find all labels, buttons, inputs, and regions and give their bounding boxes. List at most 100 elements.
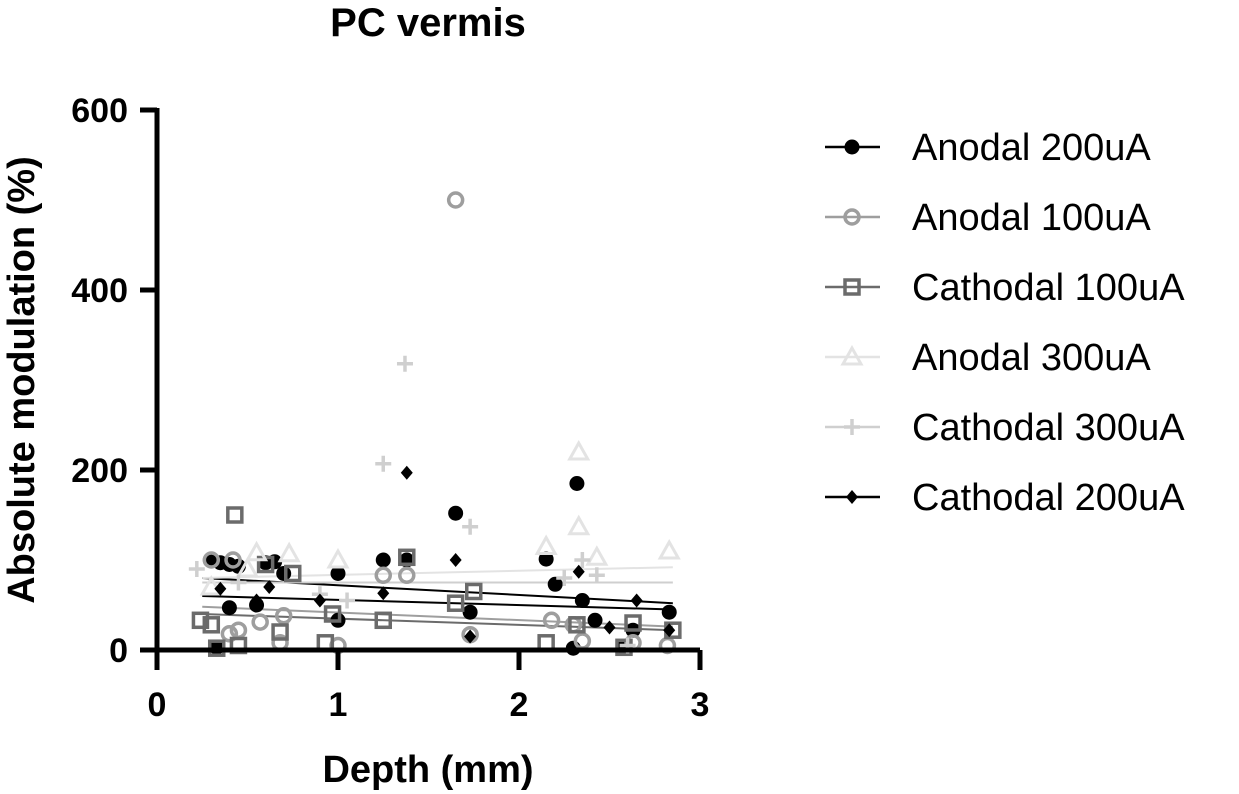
- data-point-series-2: [224, 551, 242, 569]
- data-point-series-6: [464, 629, 477, 644]
- x-axis-label: Depth (mm): [322, 749, 533, 791]
- chart-title: PC vermis: [330, 1, 526, 45]
- y-tick-label: 0: [109, 632, 128, 670]
- legend-label: Anodal 300uA: [912, 337, 1151, 379]
- data-point-series-3: [271, 623, 289, 641]
- data-point-series-1: [462, 604, 478, 620]
- legend-marker: [843, 208, 861, 226]
- x-tick-label: 1: [329, 686, 348, 724]
- legend-item-6: Cathodal 200uA: [825, 477, 1185, 519]
- data-point-series-4: [657, 538, 681, 560]
- data-point-series-4: [534, 534, 558, 555]
- data-point-series-2: [398, 566, 416, 585]
- legend-marker: [843, 278, 861, 296]
- data-point-series-2: [220, 625, 239, 643]
- data-point-series-6: [263, 580, 276, 594]
- legend-label: Anodal 200uA: [912, 127, 1151, 169]
- data-point-series-3: [202, 616, 221, 634]
- x-tick-label: 0: [148, 686, 167, 724]
- y-axis-label: Absolute modulation (%): [1, 156, 43, 604]
- data-point-series-3: [191, 611, 210, 630]
- legend-item-2: Anodal 100uA: [825, 197, 1151, 239]
- data-point-series-4: [199, 574, 223, 596]
- data-point-series-3: [624, 614, 642, 632]
- data-point-series-3: [226, 506, 244, 524]
- legend-label: Cathodal 200uA: [912, 477, 1185, 519]
- data-point-series-1: [574, 593, 590, 608]
- data-point-series-6: [377, 586, 390, 601]
- data-point-series-2: [274, 607, 293, 625]
- data-point-series-3: [323, 605, 342, 623]
- trend-line-series-6: [202, 595, 673, 611]
- y-tick-label: 200: [71, 452, 128, 490]
- data-point-series-2: [374, 566, 392, 585]
- data-point-series-3: [446, 594, 465, 612]
- axes: [154, 108, 700, 653]
- x-tick-label: 2: [510, 686, 529, 724]
- data-point-series-5: [396, 355, 413, 372]
- data-point-series-6: [449, 553, 462, 567]
- data-point-series-6: [214, 581, 227, 596]
- data-point-series-4: [567, 514, 591, 536]
- data-point-series-4: [585, 545, 609, 566]
- legend-item-4: Anodal 300uA: [825, 337, 1151, 379]
- data-point-series-1: [538, 551, 554, 567]
- data-point-series-3: [398, 548, 416, 567]
- legend-item-1: Anodal 200uA: [825, 127, 1151, 169]
- data-point-series-5: [556, 570, 573, 586]
- data-point-series-1: [330, 566, 346, 581]
- data-point-series-4: [244, 540, 269, 562]
- data-point-series-2: [202, 551, 221, 569]
- data-point-series-6: [250, 593, 263, 608]
- data-point-series-3: [465, 582, 483, 601]
- data-point-series-4: [235, 556, 260, 578]
- data-point-series-6: [313, 593, 326, 608]
- legend-item-5: Cathodal 300uA: [825, 407, 1185, 449]
- data-point-series-1: [547, 576, 563, 592]
- data-point-series-4: [326, 547, 350, 569]
- data-point-series-3: [284, 564, 302, 583]
- data-point-series-2: [542, 611, 561, 630]
- legend-marker: [846, 490, 858, 504]
- data-point-series-5: [230, 574, 247, 591]
- data-point-series-1: [375, 552, 391, 568]
- x-tick-label: 3: [691, 686, 710, 724]
- data-point-series-5: [588, 567, 605, 584]
- y-tick-label: 400: [71, 272, 128, 310]
- data-point-series-5: [574, 552, 591, 568]
- legend-item-3: Cathodal 100uA: [825, 267, 1185, 309]
- data-point-series-2: [251, 613, 269, 631]
- data-point-series-3: [568, 616, 586, 634]
- data-point-series-3: [374, 611, 392, 630]
- data-point-series-2: [446, 191, 465, 209]
- data-point-series-5: [188, 561, 205, 577]
- ticks: 0 200 400 600 0 1 2 3: [71, 92, 709, 724]
- legend-label: Anodal 100uA: [912, 197, 1151, 239]
- data-point-series-6: [572, 564, 585, 579]
- data-point-series-5: [339, 592, 356, 609]
- data-point-series-2: [573, 632, 592, 650]
- data-point-series-1: [221, 600, 237, 616]
- legend-label: Cathodal 100uA: [912, 267, 1185, 309]
- legend: Anodal 200uA Anodal 100uA Cathodal 100uA An…: [825, 127, 1185, 519]
- data-point-series-4: [567, 439, 591, 461]
- data-point-series-6: [603, 620, 616, 635]
- data-point-series-6: [630, 593, 643, 608]
- data-point-series-6: [400, 465, 413, 480]
- data-point-series-4: [277, 541, 301, 563]
- y-tick-label: 600: [71, 92, 128, 130]
- legend-marker: [844, 419, 860, 435]
- data-point-series-1: [448, 505, 464, 521]
- legend-marker: [840, 344, 864, 366]
- data-point-series-1: [587, 612, 603, 628]
- data-point-series-1: [569, 476, 585, 491]
- data-point-series-5: [462, 518, 479, 535]
- data-point-series-6: [663, 623, 676, 638]
- data-point-series-1: [661, 604, 677, 620]
- legend-label: Cathodal 300uA: [912, 407, 1185, 449]
- plot-area: [188, 191, 682, 657]
- legend-marker: [844, 139, 860, 155]
- data-point-series-5: [375, 455, 392, 472]
- data-point-series-3: [615, 638, 633, 657]
